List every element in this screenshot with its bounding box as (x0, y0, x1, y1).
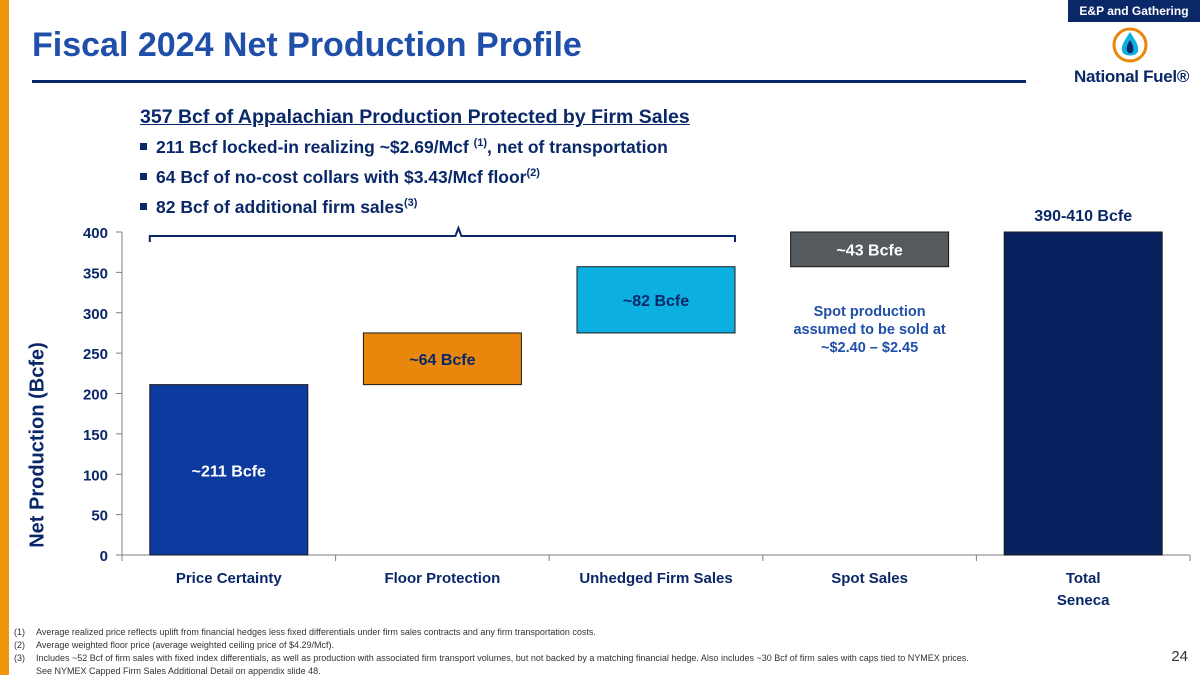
section-tag: E&P and Gathering (1068, 0, 1200, 22)
callout-bullet: 64 Bcf of no-cost collars with $3.43/Mcf… (140, 167, 540, 188)
x-tick-label: Unhedged Firm Sales (579, 570, 732, 587)
bar (362, 332, 522, 386)
y-tick-label: 50 (91, 508, 108, 525)
y-tick-label: 0 (100, 548, 108, 565)
footnote-continuation: See NYMEX Capped Firm Sales Additional D… (36, 666, 321, 676)
callout-headline: 357 Bcf of Appalachian Production Protec… (140, 106, 690, 128)
bar-data-label: ~64 Bcfe (409, 352, 475, 369)
y-tick-label: 350 (83, 265, 108, 282)
bullet-square-icon (140, 142, 147, 150)
x-tick-label: Total Seneca (1057, 570, 1110, 609)
x-tick-label: Price Certainty (176, 570, 283, 587)
callout-bullet: 211 Bcf locked-in realizing ~$2.69/Mcf (… (140, 137, 668, 158)
x-tick-label: Spot Sales (831, 570, 908, 587)
bar-data-label: ~43 Bcfe (836, 242, 902, 259)
bar (576, 266, 736, 334)
bar (149, 384, 309, 556)
national-fuel-logo (1112, 27, 1148, 63)
page-title: Fiscal 2024 Net Production Profile (32, 26, 582, 64)
logo-ring-icon (1112, 27, 1148, 63)
firm-sales-bracket (148, 225, 736, 242)
y-axis-label: Net Production (Bcfe) (26, 342, 49, 548)
logo-flame-inner-icon (1126, 40, 1134, 54)
y-tick-label: 400 (83, 225, 108, 242)
bar-data-label: ~82 Bcfe (623, 293, 689, 310)
bullet-square-icon (140, 202, 147, 210)
bar-data-label: 390-410 Bcfe (1034, 208, 1132, 225)
page-number: 24 (1171, 648, 1188, 665)
bullet-square-icon (140, 172, 147, 180)
footnote: (1) Average realized price reflects uplif… (14, 627, 596, 637)
y-tick-label: 150 (83, 427, 108, 444)
y-tick-label: 200 (83, 387, 108, 404)
y-tick-label: 300 (83, 306, 108, 323)
y-tick-label: 100 (83, 467, 108, 484)
title-divider (32, 80, 1026, 83)
y-tick-label: 250 (83, 346, 108, 363)
logo-text: National Fuel® (1074, 67, 1190, 86)
accent-bar (0, 0, 9, 675)
footnote: (2) Average weighted floor price (average… (14, 640, 334, 650)
bar-data-label: ~211 Bcfe (192, 463, 266, 480)
callout-bullet: 82 Bcf of additional firm sales(3) (140, 197, 417, 218)
footnotes: (1) Average realized price reflects uplif… (14, 626, 969, 678)
bar (790, 231, 950, 268)
bar (1003, 231, 1163, 556)
spot-production-annotation: Spot production assumed to be sold at ~$2.… (793, 304, 945, 356)
x-tick-label: Floor Protection (384, 570, 500, 587)
footnote: (3) Includes ~52 Bcf of firm sales with f… (14, 653, 969, 663)
